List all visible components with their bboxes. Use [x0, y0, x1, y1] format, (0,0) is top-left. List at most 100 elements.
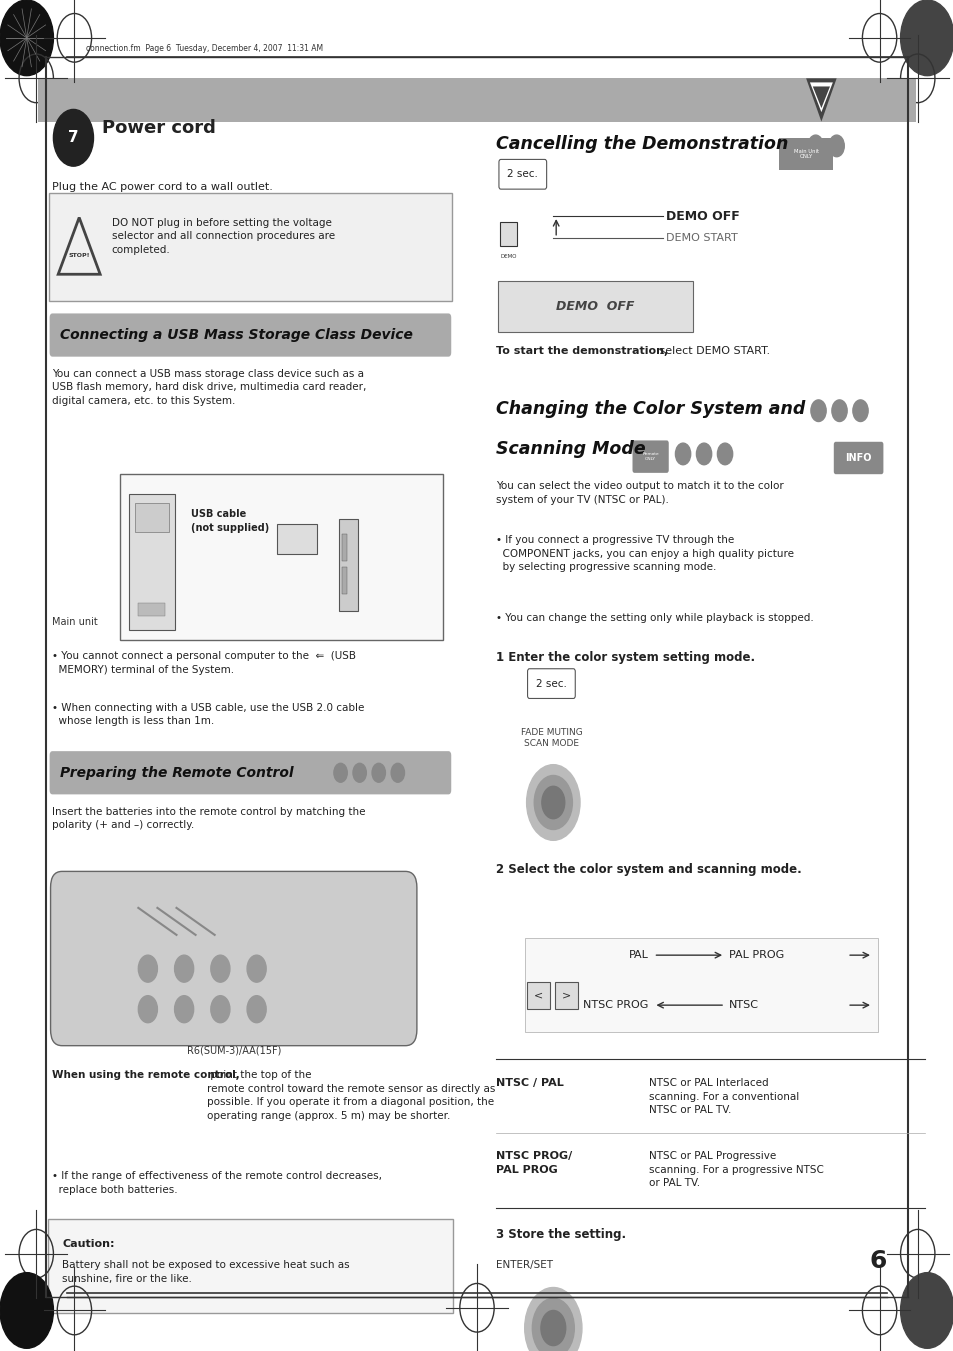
FancyBboxPatch shape — [38, 78, 915, 122]
Text: • You can change the setting only while playback is stopped.: • You can change the setting only while … — [496, 613, 813, 623]
FancyBboxPatch shape — [49, 193, 452, 301]
Text: select DEMO START.: select DEMO START. — [656, 346, 770, 355]
Circle shape — [828, 135, 843, 157]
Text: >: > — [561, 990, 571, 1001]
Text: PAL PROG: PAL PROG — [728, 950, 783, 961]
Text: Battery shall not be exposed to excessive heat such as
sunshine, fire or the lik: Battery shall not be exposed to excessiv… — [62, 1260, 349, 1283]
Text: 1 Enter the color system setting mode.: 1 Enter the color system setting mode. — [496, 651, 755, 665]
Bar — [134, 503, 169, 532]
Text: DO NOT plug in before setting the voltage
selector and all connection procedures: DO NOT plug in before setting the voltag… — [112, 218, 335, 255]
Polygon shape — [812, 86, 829, 108]
Text: • If the range of effectiveness of the remote control decreases,
  replace both : • If the range of effectiveness of the r… — [52, 1171, 382, 1194]
FancyBboxPatch shape — [50, 751, 451, 794]
Circle shape — [391, 763, 404, 782]
FancyBboxPatch shape — [120, 474, 442, 640]
Text: Connecting a USB Mass Storage Class Device: Connecting a USB Mass Storage Class Devi… — [60, 328, 413, 342]
Text: Caution:: Caution: — [62, 1239, 114, 1248]
Circle shape — [900, 0, 953, 76]
Text: • If you connect a progressive TV through the
  COMPONENT jacks, you can enjoy a: • If you connect a progressive TV throug… — [496, 535, 793, 573]
Text: To start the demonstration,: To start the demonstration, — [496, 346, 668, 355]
Circle shape — [696, 443, 711, 465]
Text: NTSC PROG: NTSC PROG — [582, 1000, 648, 1011]
Bar — [129, 494, 174, 630]
Text: USB cable
(not supplied): USB cable (not supplied) — [191, 509, 269, 532]
Bar — [526, 982, 549, 1009]
Circle shape — [532, 1298, 574, 1351]
Circle shape — [174, 996, 193, 1023]
Text: • When connecting with a USB cable, use the USB 2.0 cable
  whose length is less: • When connecting with a USB cable, use … — [52, 703, 364, 725]
Text: 7: 7 — [68, 130, 79, 146]
Bar — [276, 524, 316, 554]
Text: 6: 6 — [869, 1248, 886, 1273]
Text: 2 sec.: 2 sec. — [536, 678, 566, 689]
FancyBboxPatch shape — [50, 313, 451, 357]
Circle shape — [534, 775, 572, 830]
Circle shape — [353, 763, 366, 782]
Circle shape — [138, 955, 157, 982]
Circle shape — [524, 1288, 581, 1351]
Circle shape — [53, 109, 93, 166]
Text: You can select the video output to match it to the color
system of your TV (NTSC: You can select the video output to match… — [496, 481, 783, 504]
FancyBboxPatch shape — [51, 871, 416, 1046]
FancyBboxPatch shape — [779, 138, 832, 170]
Text: NTSC or PAL Progressive
scanning. For a progressive NTSC
or PAL TV.: NTSC or PAL Progressive scanning. For a … — [648, 1151, 822, 1189]
Text: connection.fm  Page 6  Tuesday, December 4, 2007  11:31 AM: connection.fm Page 6 Tuesday, December 4… — [86, 43, 323, 53]
Text: DEMO  OFF: DEMO OFF — [556, 300, 634, 313]
Circle shape — [372, 763, 385, 782]
FancyBboxPatch shape — [833, 442, 882, 474]
Circle shape — [334, 763, 347, 782]
Text: Preparing the Remote Control: Preparing the Remote Control — [60, 766, 294, 780]
Polygon shape — [805, 78, 836, 122]
Text: <: < — [533, 990, 542, 1001]
Circle shape — [247, 996, 266, 1023]
Text: ENTER/SET: ENTER/SET — [496, 1260, 553, 1270]
Text: When using the remote control,: When using the remote control, — [52, 1070, 240, 1079]
Text: NTSC / PAL: NTSC / PAL — [496, 1078, 563, 1088]
Circle shape — [540, 1310, 565, 1346]
Bar — [524, 938, 877, 1032]
Circle shape — [675, 443, 690, 465]
Text: Plug the AC power cord to a wall outlet.: Plug the AC power cord to a wall outlet. — [52, 182, 274, 192]
Text: Power cord: Power cord — [102, 119, 215, 138]
Text: NTSC or PAL Interlaced
scanning. For a conventional
NTSC or PAL TV.: NTSC or PAL Interlaced scanning. For a c… — [648, 1078, 798, 1116]
Text: You can connect a USB mass storage class device such as a
USB flash memory, hard: You can connect a USB mass storage class… — [52, 369, 367, 407]
Circle shape — [211, 955, 230, 982]
Text: Main unit: Main unit — [52, 617, 98, 627]
Bar — [555, 982, 578, 1009]
Text: FADE MUTING
SCAN MODE: FADE MUTING SCAN MODE — [520, 728, 581, 748]
Text: INFO: INFO — [844, 453, 871, 463]
Circle shape — [0, 1273, 53, 1348]
Text: 3 Store the setting.: 3 Store the setting. — [496, 1228, 625, 1242]
Text: Insert the batteries into the remote control by matching the
polarity (+ and –) : Insert the batteries into the remote con… — [52, 807, 366, 830]
Text: Changing the Color System and: Changing the Color System and — [496, 400, 804, 417]
Text: STOP!: STOP! — [69, 253, 90, 258]
Bar — [341, 567, 347, 594]
Circle shape — [174, 955, 193, 982]
Circle shape — [138, 996, 157, 1023]
Text: PAL: PAL — [628, 950, 648, 961]
Circle shape — [807, 135, 822, 157]
Bar — [499, 222, 517, 246]
Text: 2 Select the color system and scanning mode.: 2 Select the color system and scanning m… — [496, 863, 801, 877]
Circle shape — [900, 1273, 953, 1348]
Bar — [338, 519, 357, 611]
Text: Remote
ONLY: Remote ONLY — [641, 453, 659, 461]
Circle shape — [852, 400, 867, 422]
Text: Main Unit
ONLY: Main Unit ONLY — [793, 149, 818, 159]
Text: NTSC PROG/
PAL PROG: NTSC PROG/ PAL PROG — [496, 1151, 572, 1174]
FancyBboxPatch shape — [632, 440, 668, 473]
Circle shape — [526, 765, 579, 840]
Text: point the top of the
remote control toward the remote sensor as directly as
poss: point the top of the remote control towa… — [207, 1070, 495, 1121]
Circle shape — [831, 400, 846, 422]
FancyBboxPatch shape — [48, 1219, 453, 1313]
FancyBboxPatch shape — [497, 281, 692, 332]
Text: DEMO OFF: DEMO OFF — [665, 209, 739, 223]
Circle shape — [810, 400, 825, 422]
Circle shape — [247, 955, 266, 982]
Text: R6(SUM-3)/AA(15F): R6(SUM-3)/AA(15F) — [187, 1046, 280, 1055]
Text: Cancelling the Demonstration: Cancelling the Demonstration — [496, 135, 787, 153]
Circle shape — [0, 0, 53, 76]
Circle shape — [717, 443, 732, 465]
Circle shape — [211, 996, 230, 1023]
Polygon shape — [809, 82, 832, 112]
